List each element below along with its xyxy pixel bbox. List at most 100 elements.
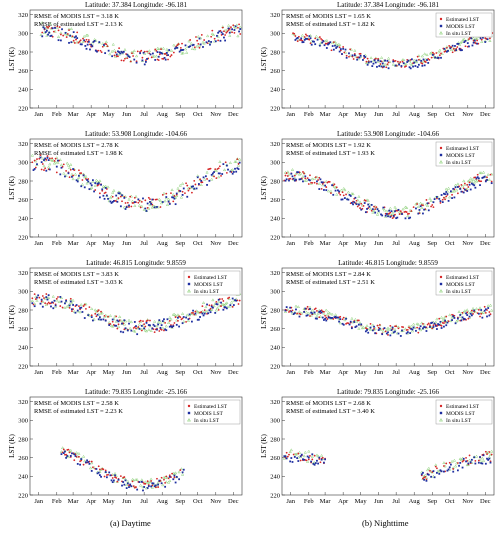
modis-point [488,314,491,317]
modis-point [412,326,415,329]
rmse-annotation: RMSE of estimated LST = 1.93 K [286,150,375,157]
insitu-point [412,58,416,62]
y-tick-label: 300 [18,31,28,38]
insitu-point [441,319,445,322]
estimated-point [369,323,372,325]
x-tick-label: Sep [175,369,185,376]
modis-point [234,25,237,28]
insitu-point [236,163,241,167]
x-tick-label: Dec [480,111,491,118]
modis-point [479,456,481,458]
insitu-point [51,158,55,162]
insitu-point [478,457,482,461]
insitu-point [416,322,420,326]
insitu-point [70,172,74,176]
modis-point [91,45,94,48]
modis-point [433,476,436,479]
estimated-point [186,184,189,187]
estimated-point [179,46,182,49]
estimated-point [172,200,175,203]
insitu-point [399,210,403,214]
modis-point [150,485,153,488]
modis-point [397,208,400,211]
estimated-point [309,42,312,45]
modis-point [370,203,373,206]
estimated-point [338,46,341,49]
estimated-point [31,161,34,164]
modis-point [419,205,422,208]
insitu-point [456,318,460,322]
estimated-point [366,57,369,60]
modis-point [156,51,159,53]
modis-point [216,34,218,37]
insitu-point [190,47,195,50]
estimated-point [335,186,338,189]
insitu-point [86,33,90,37]
modis-point [285,306,288,309]
modis-point [409,216,412,219]
insitu-point [80,182,85,186]
modis-point [394,210,396,213]
estimated-point [225,31,228,34]
y-tick-label: 220 [18,105,28,112]
insitu-point [435,317,439,321]
modis-point [61,28,63,31]
modis-point [43,27,46,30]
modis-point [444,193,446,196]
modis-point [164,58,167,61]
modis-point [50,34,53,37]
insitu-point [84,302,88,306]
modis-point [103,44,105,46]
modis-point [372,62,375,65]
estimated-point [479,315,481,318]
modis-point [330,317,332,319]
modis-point [69,34,72,37]
insitu-point [462,37,466,41]
modis-point [439,320,442,323]
modis-point [161,52,164,55]
insitu-point [297,450,302,454]
insitu-point [134,54,139,58]
insitu-point [162,191,166,195]
modis-point [209,43,211,46]
modis-point [135,325,137,328]
modis-point [107,197,109,200]
estimated-point [429,469,431,472]
modis-point [431,321,434,324]
insitu-point [346,190,351,194]
modis-point [427,209,430,212]
modis-point [119,52,122,55]
modis-point [110,202,113,204]
modis-point [377,210,380,212]
rmse-annotation: RMSE of estimated LST = 1.98 K [34,150,123,157]
estimated-point [158,330,161,332]
modis-point [178,50,181,53]
subplot-5: Latitude: 46.815 Longitude: 9.8559220240… [8,259,243,376]
estimated-point [374,57,377,60]
modis-point [313,311,316,314]
modis-point [295,37,298,40]
estimated-point [476,173,479,176]
modis-point [462,457,465,460]
insitu-point [383,62,387,66]
legend-marker-insitu [187,289,191,293]
modis-point [76,463,79,465]
insitu-point [71,177,75,181]
modis-point [335,47,338,49]
insitu-point [238,157,242,161]
modis-point [41,35,44,38]
modis-point [43,159,45,161]
rmse-annotation: RMSE of MODIS LST = 2.58 K [34,400,119,407]
modis-point [174,203,177,206]
estimated-point [185,182,187,185]
modis-point [380,65,383,68]
insitu-point [77,451,81,455]
modis-point [412,65,414,68]
modis-point [189,45,192,48]
modis-point [452,470,455,473]
modis-point [360,208,363,211]
modis-point [461,49,463,52]
x-tick-label: Aug [157,369,169,376]
rmse-annotation: RMSE of MODIS LST = 1.92 K [286,142,371,149]
insitu-point [368,207,373,211]
